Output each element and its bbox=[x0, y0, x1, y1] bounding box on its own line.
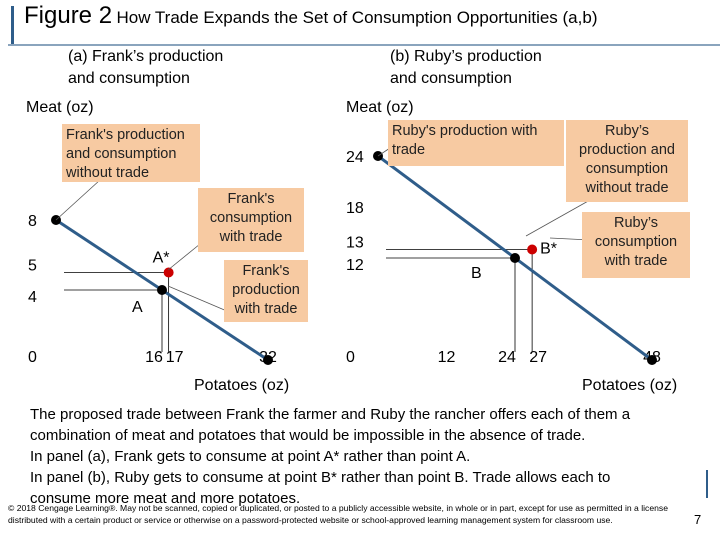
panel-b-title: (b) Ruby’s production and consumption bbox=[390, 48, 542, 87]
panel-a-chart: Meat (oz)Potatoes (oz)0854161732AA* bbox=[26, 99, 289, 394]
y-axis-label: Meat (oz) bbox=[26, 99, 94, 116]
page-number: 7 bbox=[694, 512, 702, 527]
x-tick-label: 12 bbox=[438, 349, 456, 366]
description-line: In panel (a), Frank gets to consume at p… bbox=[30, 448, 471, 465]
description-line: consume more meat and more potatoes. bbox=[30, 490, 301, 507]
copyright-footer: © 2018 Cengage Learning®. May not be sca… bbox=[8, 503, 668, 525]
point-a-star bbox=[163, 267, 174, 278]
x-tick-label: 17 bbox=[166, 349, 184, 366]
slide-title-rest: How Trade Expands the Set of Consumption… bbox=[116, 8, 598, 27]
panel-a-title: (a) Frank’s production and consumption bbox=[68, 48, 224, 87]
y-axis-label: Meat (oz) bbox=[346, 99, 414, 116]
slide-title-main: Figure 2 bbox=[24, 2, 113, 29]
panel-b-chart: Meat (oz)Potatoes (oz)02418131212242748B… bbox=[346, 99, 677, 394]
x-axis-label: Potatoes (oz) bbox=[582, 377, 677, 394]
point-b bbox=[510, 253, 520, 263]
callout-leader-line bbox=[525, 199, 591, 237]
intercept-point bbox=[647, 355, 657, 365]
callout-ruby-no-trade: Ruby’s production and consumption withou… bbox=[566, 120, 688, 202]
point-label: A bbox=[132, 299, 143, 316]
y-tick-label: 12 bbox=[346, 257, 364, 274]
y-tick-label: 5 bbox=[28, 258, 37, 275]
point-a bbox=[157, 285, 167, 295]
description-line: In panel (b), Ruby gets to consume at po… bbox=[30, 469, 611, 486]
point-label: B* bbox=[540, 241, 557, 258]
x-axis-label: Potatoes (oz) bbox=[194, 377, 289, 394]
x-tick-label: 24 bbox=[498, 349, 516, 366]
y-tick-label: 8 bbox=[28, 213, 37, 230]
y-tick-label: 13 bbox=[346, 235, 364, 252]
y-tick-label: 18 bbox=[346, 200, 364, 217]
callout-ruby-production-trade: Ruby's production with trade bbox=[388, 120, 564, 166]
origin-tick-label: 0 bbox=[28, 349, 37, 366]
description-line: The proposed trade between Frank the far… bbox=[30, 406, 631, 423]
x-tick-label: 27 bbox=[529, 349, 547, 366]
callout-frank-production-trade: Frank's production with trade bbox=[224, 260, 308, 322]
callout-leader-line bbox=[55, 179, 101, 221]
intercept-point bbox=[263, 355, 273, 365]
point-b-star bbox=[527, 244, 538, 255]
origin-tick-label: 0 bbox=[346, 349, 355, 366]
point-label: B bbox=[471, 265, 482, 282]
point-label: A* bbox=[153, 250, 170, 267]
callout-ruby-consumption-trade: Ruby’s consumption with trade bbox=[582, 212, 690, 278]
y-tick-label: 4 bbox=[28, 289, 37, 306]
description-line: combination of meat and potatoes that wo… bbox=[30, 427, 586, 444]
callout-frank-no-trade: Frank's production and consumption witho… bbox=[62, 124, 200, 182]
y-tick-label: 24 bbox=[346, 149, 364, 166]
corner-accent-bar bbox=[706, 470, 708, 498]
callout-frank-consumption-trade: Frank's consumption with trade bbox=[198, 188, 304, 252]
slide-title: Figure 2 How Trade Expands the Set of Co… bbox=[24, 2, 597, 30]
figure-description: The proposed trade between Frank the far… bbox=[30, 404, 690, 509]
title-underline bbox=[8, 44, 720, 46]
title-accent-bar bbox=[11, 6, 14, 46]
x-tick-label: 16 bbox=[145, 349, 163, 366]
callout-leader-line bbox=[167, 243, 201, 271]
